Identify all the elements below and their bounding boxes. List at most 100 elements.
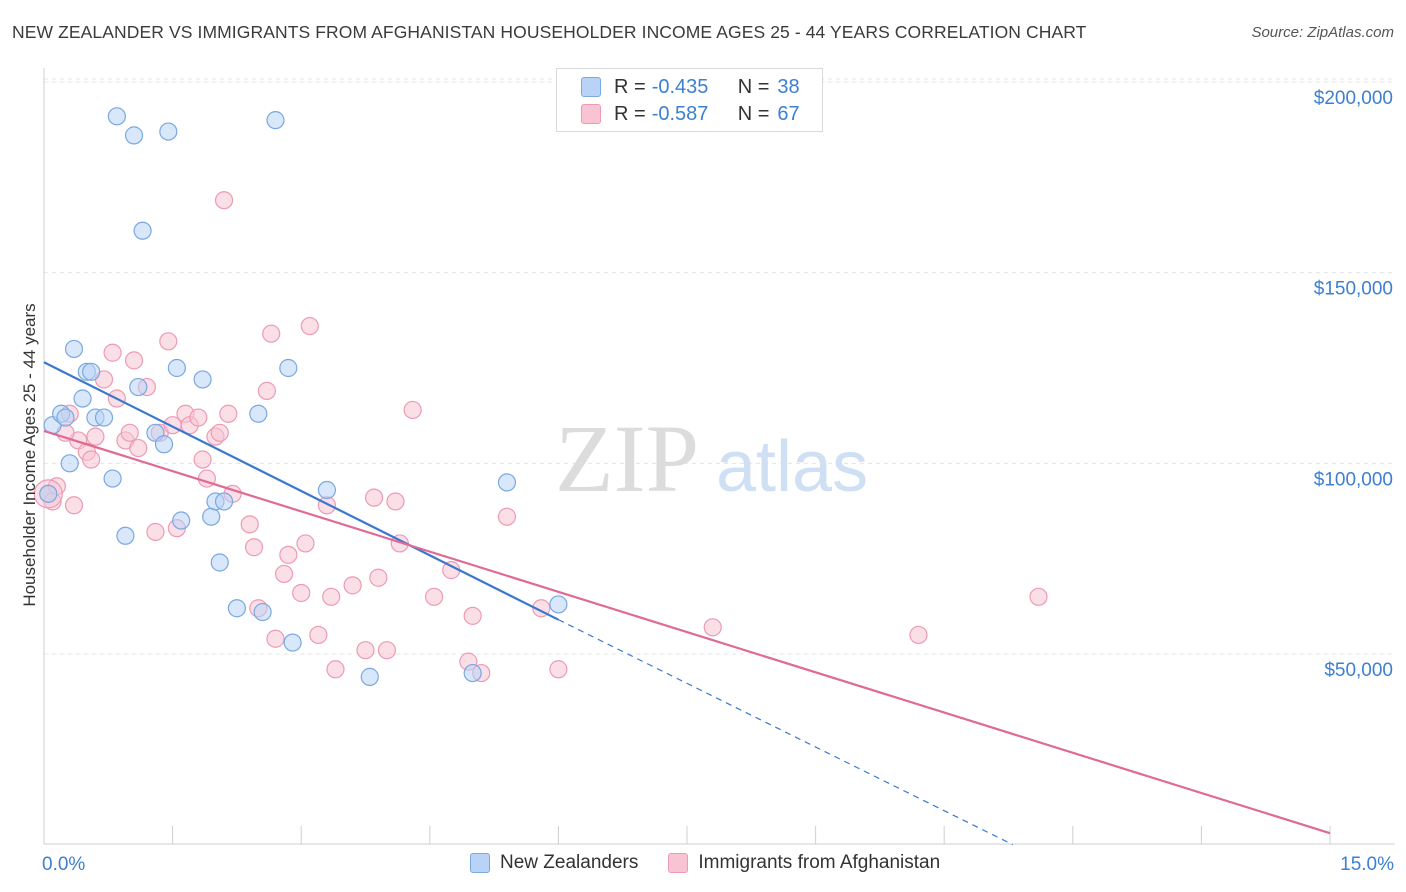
legend-swatch-pink [581, 104, 601, 124]
data-point-afghanistan [326, 660, 345, 679]
data-point-new-zealander [210, 553, 229, 572]
data-point-afghanistan [703, 618, 722, 637]
series-immigrants-afghanistan [33, 191, 1048, 683]
data-point-new-zealander [172, 511, 191, 530]
data-point-new-zealander [129, 377, 148, 397]
data-point-new-zealander [317, 480, 337, 500]
y-tick-label: $200,000 [1314, 88, 1393, 109]
data-point-afghanistan [1029, 587, 1048, 606]
data-point-afghanistan [300, 316, 319, 336]
data-point-afghanistan [244, 538, 264, 557]
data-point-afghanistan [129, 438, 148, 458]
data-point-afghanistan [909, 625, 928, 645]
data-point-new-zealander [82, 362, 101, 381]
data-point-afghanistan [64, 496, 84, 515]
data-point-new-zealander [56, 408, 75, 427]
watermark-atlas: atlas [716, 427, 868, 507]
data-point-afghanistan [292, 583, 311, 603]
data-point-afghanistan [309, 625, 328, 645]
x-tick-label: 0.0% [42, 854, 85, 875]
legend-r-value: -0.587 [651, 102, 709, 125]
data-point-afghanistan [386, 492, 405, 511]
data-point-afghanistan [369, 568, 388, 587]
data-point-new-zealander [116, 526, 135, 545]
data-point-afghanistan [364, 488, 384, 507]
data-point-new-zealander [133, 221, 152, 240]
data-point-afghanistan [279, 545, 298, 564]
data-point-afghanistan [159, 332, 178, 351]
data-point-new-zealander [214, 492, 234, 511]
legend-r-label: R = [614, 75, 646, 98]
data-point-new-zealander [193, 370, 212, 389]
data-point-new-zealander [549, 595, 568, 614]
legend-item-new-zealanders[interactable]: New Zealanders [470, 852, 638, 874]
data-point-afghanistan [296, 534, 315, 553]
legend-item-immigrants-afghanistan[interactable]: Immigrants from Afghanistan [668, 852, 940, 874]
data-point-afghanistan [146, 522, 165, 542]
data-point-afghanistan [124, 351, 144, 370]
data-point-afghanistan [463, 606, 482, 625]
y-tick-label: $100,000 [1314, 469, 1393, 490]
data-point-new-zealander [360, 667, 379, 686]
watermark: ZIP atlas [555, 405, 868, 512]
data-point-new-zealander [167, 358, 186, 378]
legend-row-immigrants-afghanistan: R = -0.587 N = 67 [581, 102, 800, 126]
x-tick-label: 15.0% [1340, 854, 1394, 875]
data-point-new-zealander [227, 599, 246, 618]
data-point-afghanistan [424, 587, 444, 606]
data-point-new-zealander [94, 408, 114, 427]
data-point-new-zealander [64, 339, 84, 359]
data-point-new-zealander [73, 389, 92, 408]
data-point-new-zealander [266, 111, 285, 130]
legend-label: New Zealanders [500, 852, 639, 873]
legend-swatch-pink [668, 853, 689, 873]
legend-label: Immigrants from Afghanistan [698, 852, 941, 873]
data-point-afghanistan [274, 564, 294, 584]
y-tick-label: $150,000 [1314, 279, 1393, 300]
legend-n-label: N = [737, 75, 770, 98]
legend-n-value: 67 [777, 102, 800, 125]
legend-n-label: N = [737, 102, 770, 125]
data-point-new-zealander [154, 435, 174, 454]
trend-lines [43, 361, 1331, 846]
data-point-new-zealander [249, 404, 268, 423]
data-point-afghanistan [343, 576, 362, 595]
legend-r-value: -0.435 [651, 75, 709, 98]
data-point-afghanistan [257, 381, 277, 400]
chart-title: NEW ZEALANDER VS IMMIGRANTS FROM AFGHANI… [12, 22, 1087, 42]
trend-line-extension [558, 619, 1014, 846]
data-point-afghanistan [240, 515, 259, 534]
data-point-afghanistan [266, 629, 285, 648]
axes [43, 68, 1395, 845]
data-point-afghanistan [86, 427, 105, 446]
source-label: Source: ZipAtlas.com [1251, 24, 1394, 41]
data-point-new-zealander [107, 107, 126, 126]
data-point-afghanistan [356, 641, 375, 660]
legend-n-value: 38 [777, 75, 800, 98]
legend-row-new-zealanders: R = -0.435 N = 38 [581, 75, 800, 99]
data-point-afghanistan [317, 496, 337, 515]
data-point-afghanistan [549, 660, 568, 679]
data-point-afghanistan [403, 400, 422, 420]
data-point-new-zealander [39, 484, 58, 503]
data-point-new-zealander [463, 663, 482, 683]
data-point-afghanistan [219, 404, 238, 423]
series-legend: New Zealanders Immigrants from Afghanist… [470, 852, 970, 874]
axis-labels: $50,000 $100,000 $150,000 $200,000 0.0% 15.0%… [20, 88, 1394, 875]
data-point-new-zealander [60, 454, 79, 473]
legend-r-label: R = [614, 102, 646, 125]
correlation-legend: R = -0.435 N = 38 R = -0.587 N = 67 [556, 68, 823, 132]
data-point-new-zealander [202, 507, 221, 526]
legend-swatch-blue [581, 77, 601, 97]
y-axis-label: Householder Income Ages 25 - 44 years [20, 303, 39, 606]
data-point-afghanistan [497, 507, 517, 526]
data-point-afghanistan [193, 450, 212, 469]
watermark-zip: ZIP [555, 405, 699, 512]
data-point-new-zealander [159, 122, 178, 141]
data-point-afghanistan [262, 324, 281, 343]
series-new-zealanders [39, 107, 568, 686]
data-point-new-zealander [103, 469, 122, 488]
legend-swatch-blue [470, 853, 490, 873]
y-tick-label: $50,000 [1324, 660, 1393, 681]
